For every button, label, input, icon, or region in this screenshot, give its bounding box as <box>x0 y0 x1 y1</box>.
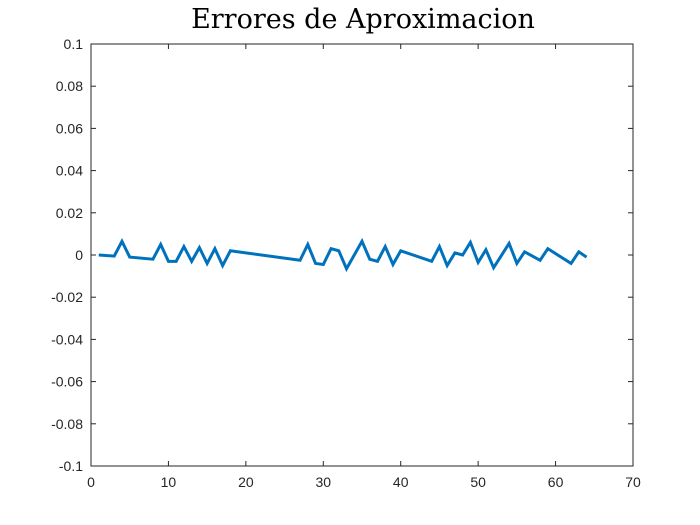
y-tick-label: -0.04 <box>51 331 83 347</box>
x-tick-label: 20 <box>238 474 254 490</box>
y-tick-label: 0.08 <box>56 78 83 94</box>
y-tick-label: 0.04 <box>56 163 83 179</box>
chart-title: Errores de Aproximacion <box>191 4 535 35</box>
y-tick-label: -0.06 <box>51 374 83 390</box>
y-tick-label: 0.06 <box>56 120 83 136</box>
y-tick-label: 0 <box>75 247 83 263</box>
x-tick-label: 40 <box>393 474 409 490</box>
x-axis: 0 10 20 30 40 50 60 70 <box>87 44 641 490</box>
x-tick-label: 50 <box>470 474 486 490</box>
x-tick-label: 0 <box>87 474 95 490</box>
y-tick-label: -0.1 <box>59 458 83 474</box>
x-tick-label: 30 <box>315 474 331 490</box>
y-tick-label: 0.1 <box>64 36 84 52</box>
x-tick-label: 60 <box>548 474 564 490</box>
y-tick-label: 0.02 <box>56 205 83 221</box>
series-line <box>98 237 588 273</box>
y-tick-label: -0.02 <box>51 289 83 305</box>
x-tick-label: 70 <box>625 474 641 490</box>
y-axis: 0.1 0.08 0.06 0.04 0.02 0 -0.02 -0.04 -0.06 -0.08… <box>51 36 633 474</box>
x-tick-label: 10 <box>161 474 177 490</box>
y-tick-label: -0.08 <box>51 416 83 432</box>
series-group <box>98 237 588 273</box>
